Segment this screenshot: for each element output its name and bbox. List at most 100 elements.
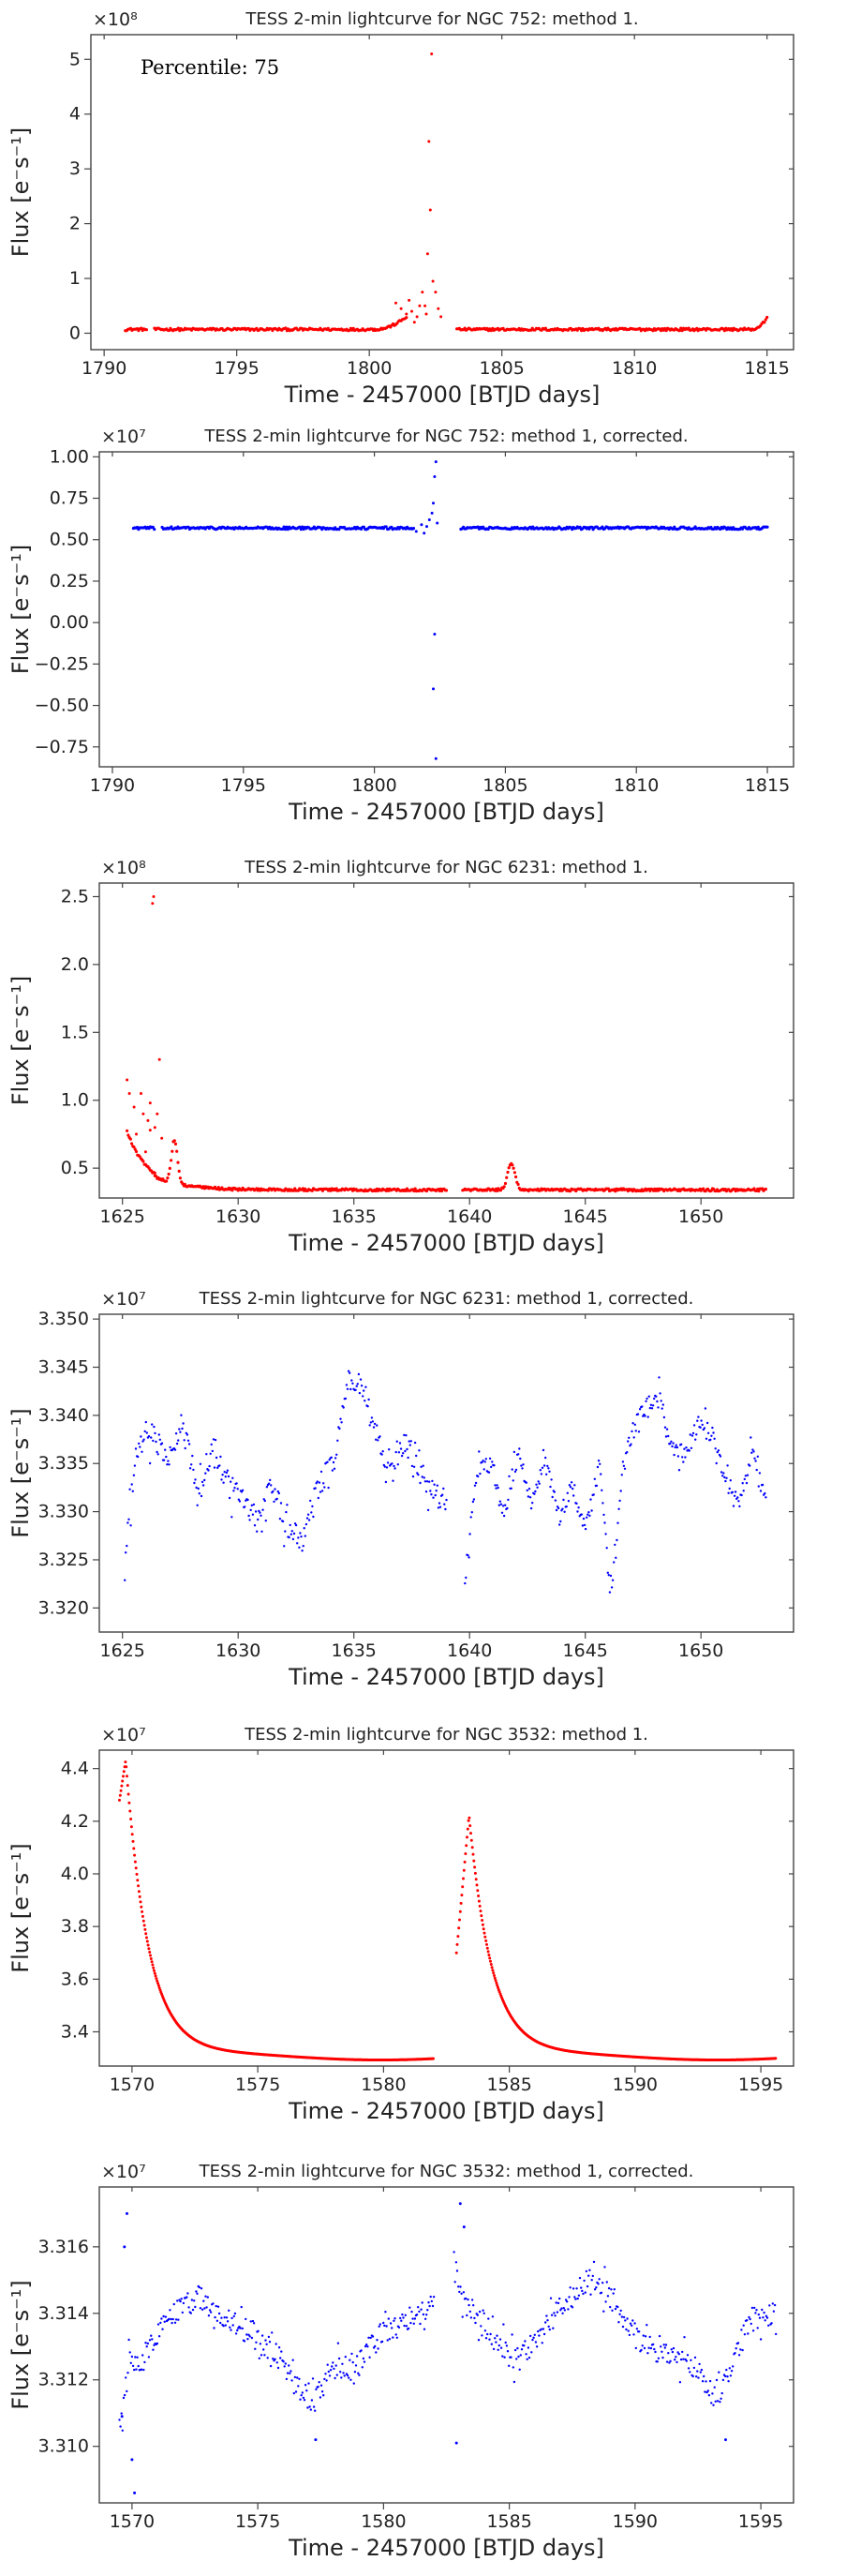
data-point [416,1472,419,1475]
x-tick-label: 1635 [332,1640,377,1661]
data-point [143,1150,147,1154]
data-point [131,1839,135,1843]
data-point [311,1505,314,1508]
data-point [500,1511,504,1515]
data-point [281,1520,285,1523]
data-point [371,1420,375,1423]
data-point [292,1532,296,1535]
data-point [233,2312,237,2315]
data-point [513,1470,517,1474]
data-point [482,1931,486,1935]
data-point [597,1460,601,1462]
data-point [490,2343,493,2345]
data-point [605,1547,608,1550]
data-point [563,1510,566,1514]
y-tick-label: 2 [69,214,81,234]
data-point [491,1969,495,1972]
data-point [547,1467,550,1470]
data-point [477,1899,481,1903]
data-point [291,1537,295,1541]
data-point [427,518,431,521]
data-point [229,2326,231,2329]
data-point [631,2324,633,2327]
data-point [637,1430,641,1433]
data-point [128,1137,132,1141]
data-point [682,1460,685,1463]
data-point [410,309,413,313]
data-point [628,1436,631,1440]
data-point [272,2358,275,2360]
data-point [494,1484,497,1487]
data-point [171,1149,174,1153]
data-point [684,1456,687,1459]
data-point [716,1450,719,1454]
data-point [332,1460,335,1464]
data-point [272,1490,275,1493]
data-point [669,2359,672,2362]
data-point [384,525,388,529]
data-point [408,298,411,302]
data-point [400,1454,404,1458]
data-point [215,1456,218,1460]
data-point [157,1057,161,1061]
data-point [345,1384,349,1386]
data-point [170,525,173,529]
data-point [393,1467,396,1470]
data-point [453,2251,455,2254]
data-point [551,1495,554,1499]
data-point [141,1112,145,1116]
data-point [459,2285,462,2288]
panel-title: TESS 2-min lightcurve for NGC 752: metho… [245,9,638,29]
data-point [458,1918,461,1922]
data-point [677,1469,681,1472]
data-point [204,1472,207,1475]
data-point [412,1465,416,1469]
x-tick-label: 1635 [332,1206,377,1227]
data-point [126,1521,129,1524]
data-point [516,2346,519,2350]
data-point [193,1481,196,1485]
data-point [546,1464,549,1468]
data-point [384,1480,388,1484]
data-point [339,2371,342,2374]
data-point [127,1092,131,1095]
data-point [303,2399,306,2402]
data-point [495,1487,497,1490]
data-point [152,895,156,898]
data-point [425,525,428,529]
data-point [496,1984,499,1987]
data-point [129,1818,133,1820]
data-point [260,2334,264,2337]
data-point [413,1187,417,1191]
data-point [495,2341,497,2344]
data-point [178,1176,182,1180]
data-point [393,2319,395,2322]
data-point [177,1169,181,1173]
data-point [152,1439,155,1443]
data-point [458,1910,462,1913]
data-point [479,1910,482,1913]
data-point [584,2291,586,2294]
data-point [581,1524,585,1527]
data-point [283,1545,286,1548]
data-point [679,2358,683,2361]
data-point [461,2315,464,2318]
data-point [342,2372,345,2374]
lightcurve-panel-6: TESS 2-min lightcurve for NGC 3532: meth… [7,2162,794,2561]
data-point [607,1574,610,1577]
data-point [437,307,440,310]
data-point [428,208,432,212]
data-point [481,1460,483,1464]
data-point [306,1513,310,1516]
data-point [145,1936,148,1939]
data-point [157,1433,160,1436]
data-point [742,1490,745,1492]
data-point [126,2211,128,2215]
data-point [542,1448,545,1452]
data-point [438,1502,441,1505]
data-point [495,1981,498,1984]
data-point [247,1514,250,1518]
data-point [219,2321,222,2325]
data-point [512,2380,516,2384]
data-point [153,1126,156,1130]
